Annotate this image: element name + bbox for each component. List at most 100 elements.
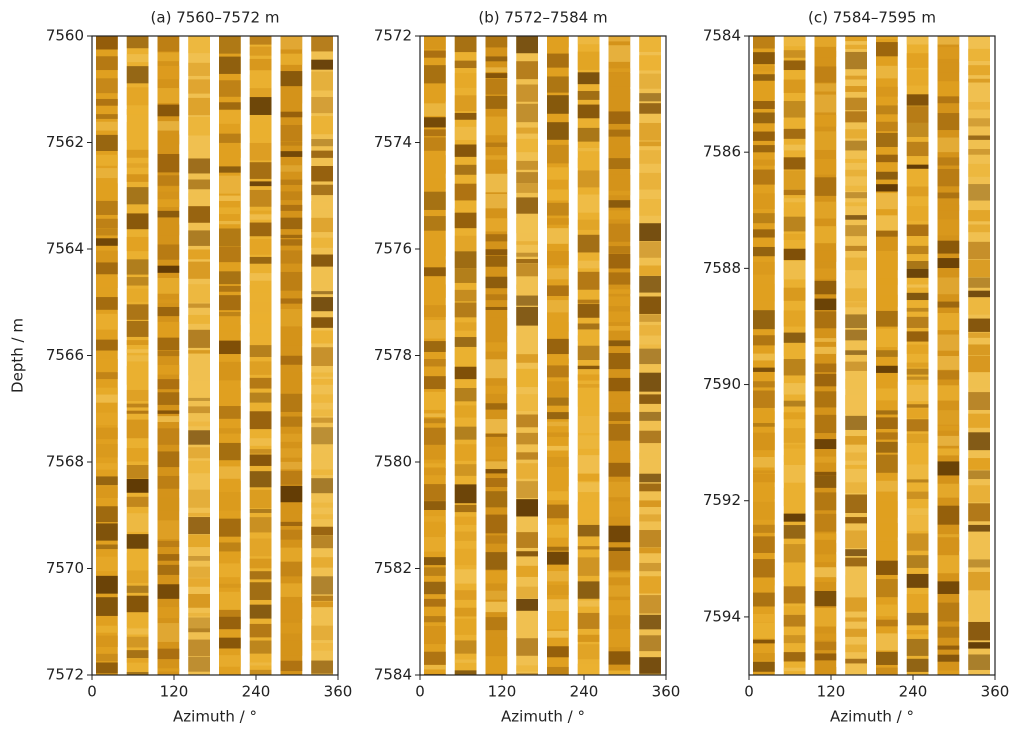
image-band — [219, 563, 241, 578]
image-band — [937, 204, 960, 211]
image-band — [937, 277, 960, 295]
image-band — [249, 558, 272, 569]
image-band — [485, 433, 508, 437]
image-band — [608, 525, 631, 543]
image-band — [280, 461, 303, 470]
image-band — [280, 239, 303, 246]
image-band — [157, 623, 180, 642]
image-band — [280, 416, 303, 427]
image-band — [454, 426, 477, 440]
image-band — [968, 595, 990, 614]
image-band — [876, 121, 898, 132]
y-tick-label: 7564 — [46, 240, 84, 258]
image-band — [96, 394, 118, 403]
image-band — [280, 124, 303, 142]
y-tick-label: 7594 — [703, 607, 741, 625]
image-band — [968, 470, 990, 480]
image-band — [280, 165, 303, 172]
image-band — [424, 523, 446, 535]
image-band — [157, 428, 180, 445]
image-band — [547, 546, 569, 551]
image-band — [845, 75, 867, 80]
image-band — [311, 317, 333, 328]
image-band — [814, 177, 837, 196]
image-band — [937, 168, 960, 187]
image-band — [753, 592, 775, 607]
image-band — [249, 88, 272, 98]
image-band — [96, 662, 118, 674]
image-band — [876, 604, 898, 617]
image-band — [96, 277, 118, 288]
image-band — [188, 593, 210, 608]
image-band — [639, 466, 661, 473]
image-band — [157, 52, 180, 62]
image-band — [126, 320, 149, 337]
image-band — [547, 551, 569, 565]
image-band — [219, 110, 241, 124]
image-band — [454, 95, 477, 112]
image-band — [608, 158, 631, 169]
image-band — [219, 492, 241, 511]
image-band — [219, 591, 241, 610]
image-band — [814, 373, 837, 387]
image-band — [249, 273, 272, 281]
panel-title: (a) 7560–7572 m — [151, 9, 280, 27]
image-band — [876, 579, 898, 598]
image-band — [249, 256, 272, 264]
image-band — [906, 555, 929, 568]
image-band — [485, 342, 508, 352]
image-band — [547, 218, 569, 225]
y-tick-label: 7574 — [374, 133, 412, 151]
image-band — [424, 117, 446, 128]
image-band — [906, 508, 929, 516]
image-band — [753, 559, 775, 578]
image-band — [485, 552, 508, 570]
image-band — [639, 411, 661, 421]
y-tick-label: 7582 — [374, 559, 412, 577]
image-band — [249, 669, 272, 675]
image-band — [280, 640, 303, 656]
image-band — [608, 393, 631, 404]
image-band — [516, 463, 538, 479]
image-band — [311, 184, 333, 196]
image-band — [783, 248, 806, 261]
image-pad — [937, 36, 960, 675]
panel-title: (b) 7572–7584 m — [478, 9, 607, 27]
image-band — [157, 607, 180, 619]
image-band — [280, 141, 303, 146]
image-band — [311, 557, 333, 568]
x-tick-label: 120 — [488, 683, 517, 701]
image-band — [906, 170, 929, 185]
image-band — [968, 524, 990, 532]
image-band — [454, 164, 477, 175]
image-band — [577, 435, 600, 449]
image-band — [280, 36, 303, 50]
image-band — [424, 83, 446, 102]
image-band — [454, 531, 477, 541]
image-band — [219, 148, 241, 158]
image-band — [937, 157, 960, 166]
image-band — [876, 278, 898, 285]
image-band — [485, 461, 508, 469]
image-band — [876, 454, 898, 473]
image-band — [577, 612, 600, 629]
image-band — [845, 51, 867, 70]
image-band — [126, 552, 149, 570]
image-band — [311, 254, 333, 267]
image-band — [845, 192, 867, 199]
image-band — [280, 504, 303, 514]
image-band — [783, 586, 806, 604]
image-band — [485, 78, 508, 95]
image-band — [814, 250, 837, 262]
x-tick-label: 120 — [160, 683, 189, 701]
image-band — [783, 233, 806, 241]
image-band — [188, 357, 210, 376]
image-band — [814, 456, 837, 463]
image-band — [280, 529, 303, 540]
image-band — [219, 637, 241, 649]
image-band — [814, 50, 837, 58]
image-band — [577, 415, 600, 434]
image-band — [937, 192, 960, 199]
image-band — [249, 222, 272, 237]
image-band — [876, 633, 898, 651]
